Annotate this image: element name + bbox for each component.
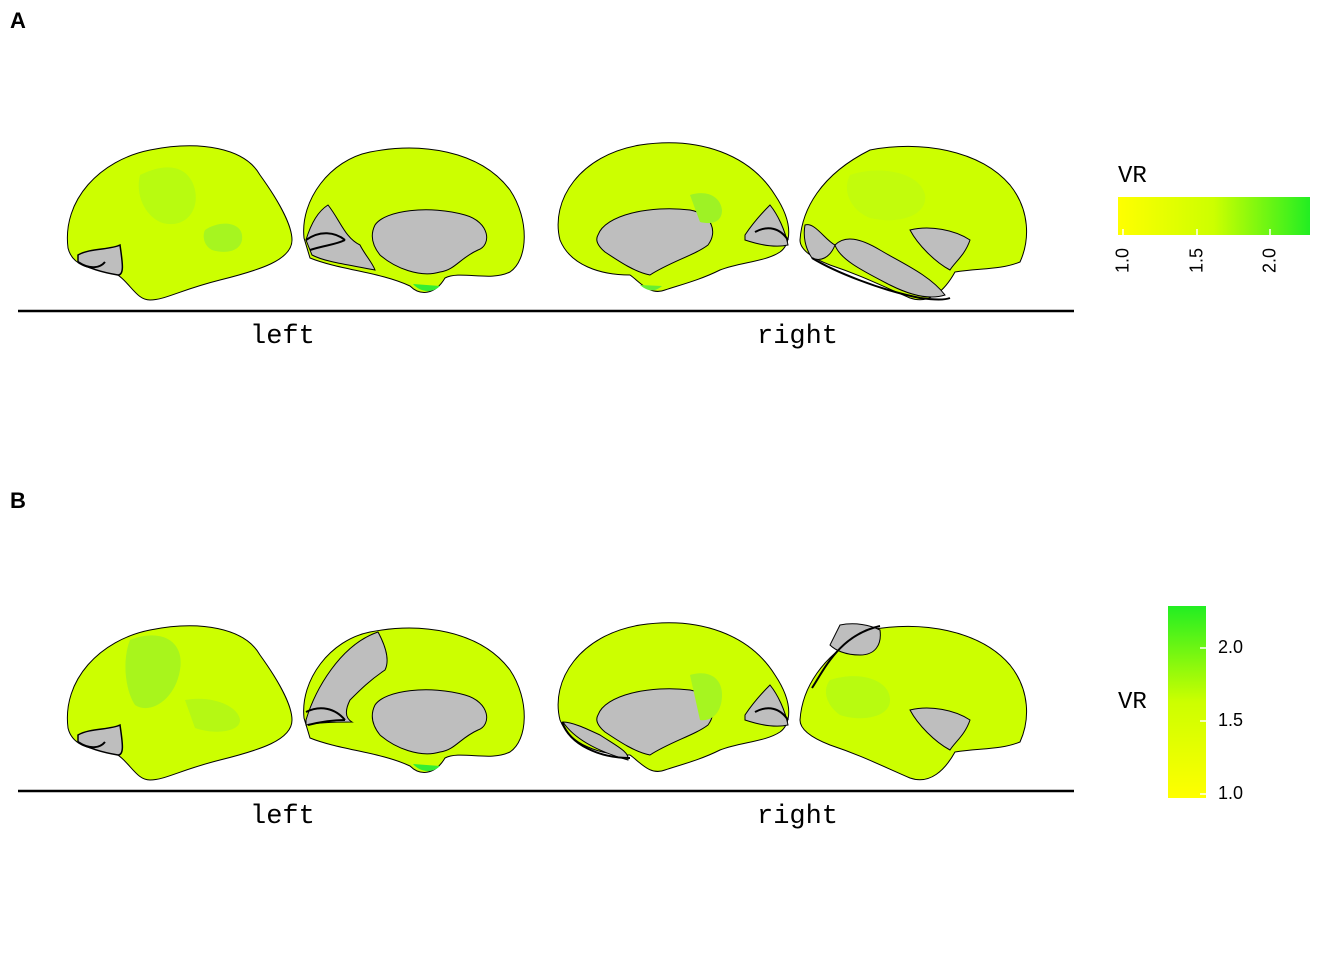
panel-b-left-label: left xyxy=(250,802,315,832)
panel-a-tick-2: 1.5 xyxy=(1186,247,1207,274)
panel-a-brains xyxy=(18,142,1074,313)
panel-b-right-label: right xyxy=(757,802,839,832)
panel-b-tick-3: 2.0 xyxy=(1218,637,1244,657)
panel-b-brains xyxy=(18,622,1074,793)
panel-a-right-label: right xyxy=(757,322,839,352)
panel-a-right-medial xyxy=(557,142,790,292)
panel-a-legend-title: VR xyxy=(1118,163,1147,190)
panel-b-tick-2: 1.5 xyxy=(1218,710,1244,730)
panel-a-left-medial xyxy=(303,147,525,293)
panel-a-tick-1: 1.0 xyxy=(1112,247,1133,274)
panel-b-right-lateral xyxy=(799,623,1028,781)
panel-a-left-lateral xyxy=(66,145,293,301)
panel-b-colorbar xyxy=(1168,606,1206,798)
panel-b-letter: B xyxy=(10,488,26,513)
panel-b-tick-1: 1.0 xyxy=(1218,783,1244,803)
panel-b-right-medial xyxy=(557,622,790,772)
panel-b-left-lateral xyxy=(66,625,293,781)
panel-b-left-medial xyxy=(303,627,525,773)
panel-a-letter: A xyxy=(10,8,26,33)
panel-b-legend-title: VR xyxy=(1118,689,1147,716)
panel-a-left-label: left xyxy=(250,322,315,352)
panel-a-colorbar xyxy=(1118,197,1310,235)
panel-a-tick-3: 2.0 xyxy=(1259,247,1280,274)
panel-a-right-lateral xyxy=(799,145,1028,301)
